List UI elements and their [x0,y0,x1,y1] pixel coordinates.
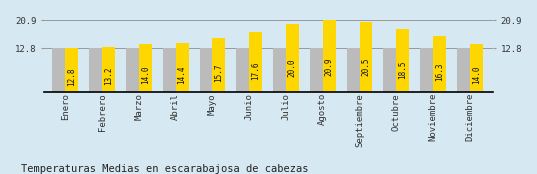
Bar [383,48,396,92]
Text: Temperaturas Medias en escarabajosa de cabezas: Temperaturas Medias en escarabajosa de c… [21,164,309,174]
Text: 16.3: 16.3 [435,63,444,81]
Text: 20.5: 20.5 [361,58,371,77]
Text: 14.0: 14.0 [472,66,481,84]
Bar [176,43,188,92]
Bar [433,36,446,92]
Text: 17.6: 17.6 [251,61,260,80]
Text: 14.0: 14.0 [141,66,150,84]
Bar [457,48,470,92]
Text: 15.7: 15.7 [214,64,223,82]
Bar [53,48,66,92]
Bar [236,48,249,92]
Text: 12.8: 12.8 [67,67,76,86]
Text: 20.0: 20.0 [288,59,297,77]
Bar [420,48,433,92]
Bar [163,48,176,92]
Text: 13.2: 13.2 [104,67,113,85]
Bar [213,38,226,92]
Text: 20.9: 20.9 [325,57,333,76]
Bar [286,23,299,92]
Bar [273,48,286,92]
Text: 18.5: 18.5 [398,60,407,79]
Text: 14.4: 14.4 [178,65,186,84]
Bar [66,48,78,92]
Bar [200,48,213,92]
Bar [396,29,409,92]
Bar [347,48,360,92]
Bar [323,21,336,92]
Bar [470,44,483,92]
Bar [89,48,102,92]
Bar [249,32,262,92]
Bar [310,48,323,92]
Bar [139,44,152,92]
Bar [360,22,372,92]
Bar [126,48,139,92]
Bar [102,47,115,92]
